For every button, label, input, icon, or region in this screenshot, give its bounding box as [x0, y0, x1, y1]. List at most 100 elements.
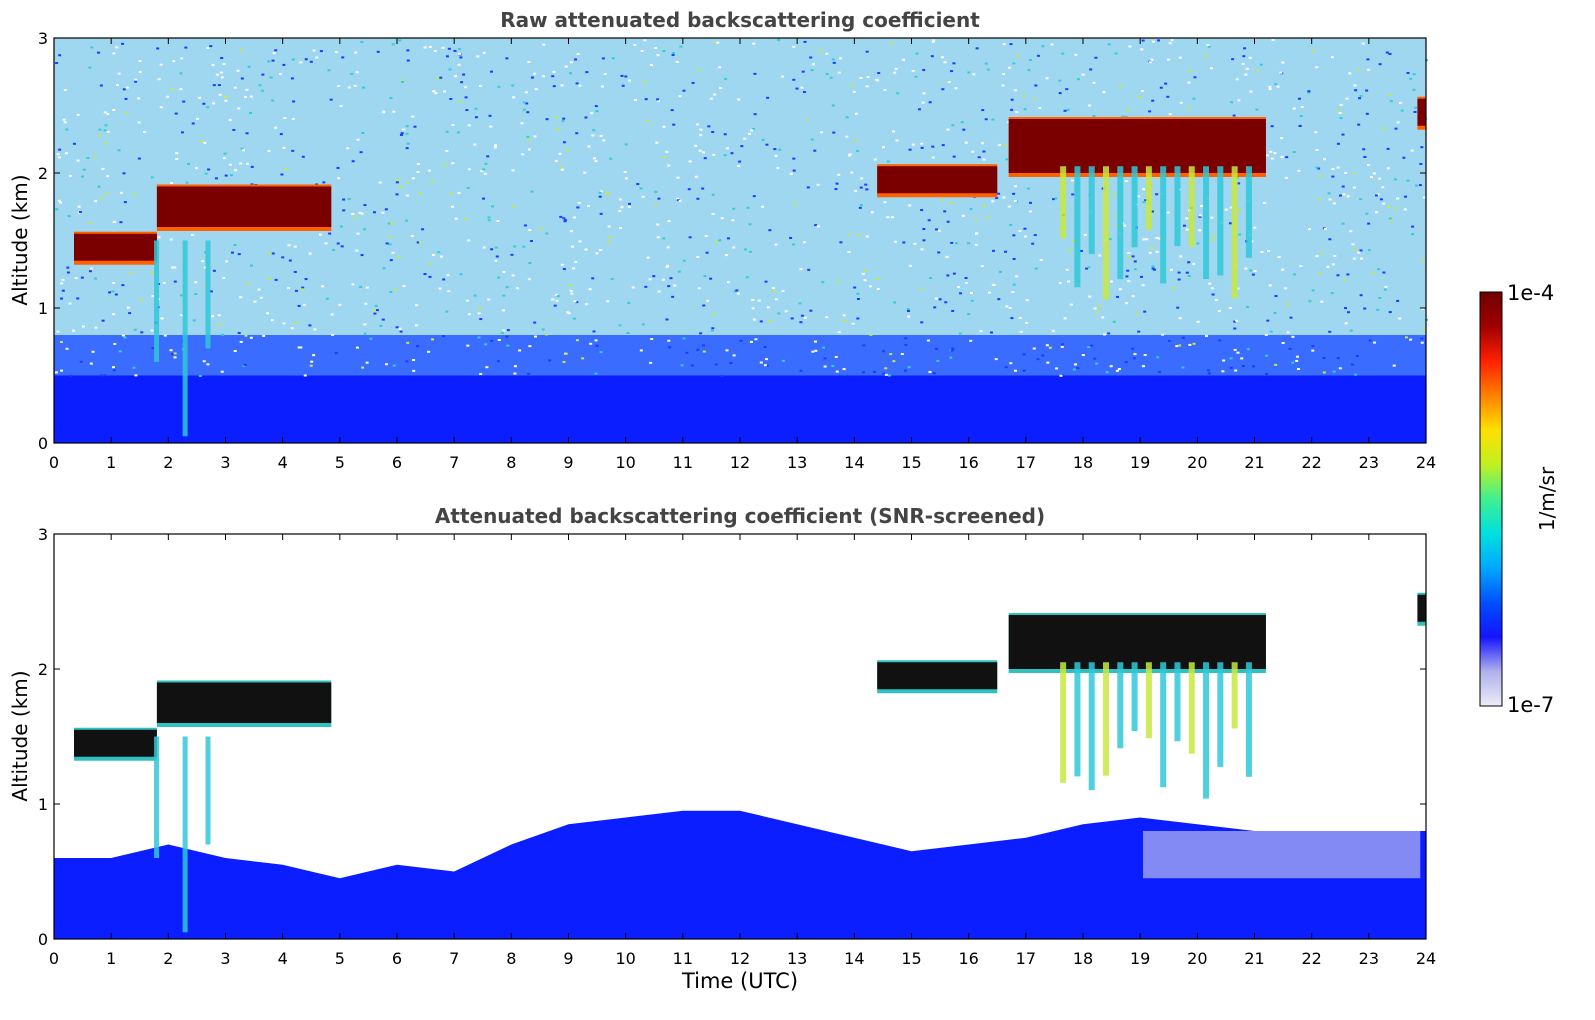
noise-speckle [578, 84, 582, 87]
noise-speckle [1007, 121, 1011, 124]
noise-speckle [483, 172, 487, 175]
noise-speckle [1268, 88, 1272, 91]
noise-speckle [1007, 205, 1011, 208]
noise-speckle [406, 49, 410, 52]
noise-speckle [282, 322, 286, 325]
noise-speckle [904, 337, 908, 340]
noise-speckle [527, 60, 531, 63]
noise-speckle [792, 78, 796, 81]
noise-speckle [1341, 222, 1345, 225]
noise-speckle [570, 292, 574, 295]
noise-speckle [1406, 179, 1410, 182]
noise-speckle [533, 72, 537, 75]
noise-speckle [836, 281, 840, 284]
noise-speckle [949, 356, 953, 359]
noise-speckle [669, 277, 673, 280]
noise-speckle [64, 152, 68, 155]
noise-speckle [1307, 90, 1311, 93]
noise-speckle [511, 274, 515, 277]
x-tick-label: 18 [1073, 453, 1093, 472]
noise-speckle [220, 57, 224, 60]
noise-speckle [606, 193, 610, 196]
noise-speckle [890, 216, 894, 219]
noise-speckle [747, 132, 751, 135]
noise-speckle [560, 168, 564, 171]
noise-speckle [970, 299, 974, 302]
fall-streak [1203, 166, 1210, 279]
noise-speckle [54, 371, 58, 374]
noise-speckle [1359, 94, 1363, 97]
noise-speckle [1396, 299, 1400, 302]
noise-speckle [206, 363, 210, 366]
noise-speckle [445, 130, 449, 133]
noise-speckle [623, 171, 627, 174]
noise-speckle [600, 85, 604, 88]
fall-streak [182, 736, 188, 933]
noise-speckle [482, 246, 486, 249]
noise-speckle [1394, 127, 1398, 130]
noise-speckle [1193, 76, 1197, 79]
noise-speckle [230, 251, 234, 254]
noise-speckle [811, 350, 815, 353]
noise-speckle [1187, 275, 1191, 278]
noise-speckle [169, 238, 173, 241]
noise-speckle [527, 278, 531, 281]
noise-speckle [1094, 56, 1098, 59]
noise-speckle [401, 79, 405, 82]
noise-speckle [293, 245, 297, 248]
x-tick-label: 3 [220, 949, 230, 968]
noise-speckle [465, 299, 469, 302]
noise-speckle [1045, 344, 1049, 347]
fall-streak [1245, 662, 1252, 777]
noise-speckle [1260, 251, 1264, 254]
noise-speckle [603, 72, 607, 75]
noise-speckle [1178, 317, 1182, 320]
noise-speckle [699, 128, 703, 131]
noise-speckle [850, 84, 854, 87]
noise-speckle [711, 327, 715, 330]
noise-speckle [1060, 345, 1064, 348]
noise-speckle [920, 146, 924, 149]
noise-speckle [893, 71, 897, 74]
noise-speckle [108, 291, 112, 294]
noise-speckle [421, 228, 425, 231]
noise-speckle [1168, 42, 1172, 45]
cloud-layer [1417, 98, 1426, 126]
noise-speckle [119, 191, 123, 194]
noise-speckle [732, 246, 736, 249]
noise-speckle [347, 86, 351, 89]
noise-speckle [1200, 205, 1204, 208]
noise-speckle [743, 137, 747, 140]
noise-speckle [813, 149, 817, 152]
noise-speckle [1009, 43, 1013, 46]
noise-speckle [406, 341, 410, 344]
noise-speckle [857, 234, 861, 237]
noise-speckle [754, 338, 758, 341]
noise-speckle [433, 50, 437, 53]
noise-speckle [618, 198, 622, 201]
noise-speckle [513, 245, 517, 248]
noise-speckle [720, 374, 724, 377]
noise-speckle [626, 331, 630, 334]
noise-speckle [185, 181, 189, 184]
noise-speckle [89, 362, 93, 365]
noise-speckle [437, 251, 441, 254]
noise-speckle [799, 268, 803, 271]
noise-speckle [460, 81, 464, 84]
noise-speckle [764, 358, 768, 361]
noise-speckle [602, 139, 606, 142]
noise-speckle [249, 336, 253, 339]
noise-speckle [1022, 94, 1026, 97]
noise-speckle [412, 359, 416, 362]
noise-speckle [673, 284, 677, 287]
noise-speckle [115, 84, 119, 87]
noise-speckle [656, 98, 660, 101]
noise-speckle [1387, 205, 1391, 208]
noise-speckle [1140, 90, 1144, 93]
noise-speckle [569, 72, 573, 75]
fall-streak [1088, 166, 1095, 255]
noise-speckle [384, 208, 388, 211]
noise-speckle [1322, 158, 1326, 161]
noise-speckle [1088, 295, 1092, 298]
noise-speckle [1353, 172, 1357, 175]
